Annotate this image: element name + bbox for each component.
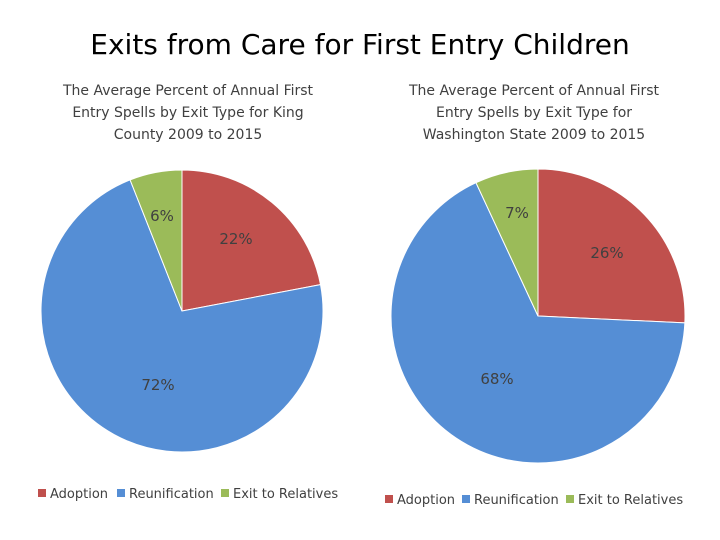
data-label: 6% <box>150 207 174 225</box>
data-label: 7% <box>505 204 529 222</box>
legend-swatch <box>117 489 125 497</box>
data-label: 68% <box>480 370 513 388</box>
right-chart-title: The Average Percent of Annual First Entr… <box>384 80 684 146</box>
title-line: Washington State 2009 to 2015 <box>422 127 646 143</box>
title-line: Entry Spells by Exit Type for King <box>72 105 304 121</box>
pie-slice-exit-to-relatives <box>129 169 183 312</box>
legend-label: Exit to Relatives <box>233 487 338 502</box>
pie-slice-adoption <box>537 168 686 324</box>
data-label: 72% <box>141 376 174 394</box>
pie-slice-reunification <box>40 179 324 453</box>
legend-swatch <box>566 495 574 503</box>
legend-label: Adoption <box>50 487 108 502</box>
legend-label: Reunification <box>129 487 214 502</box>
legend-swatch <box>385 495 393 503</box>
legend-label: Reunification <box>474 493 559 508</box>
pie-slice-exit-to-relatives <box>475 168 539 317</box>
pie-slice-reunification <box>390 182 686 464</box>
pie-slice-adoption <box>181 169 322 312</box>
left-chart-title: The Average Percent of Annual First Entr… <box>38 80 338 146</box>
legend-swatch <box>38 489 46 497</box>
legend-swatch <box>462 495 470 503</box>
data-label: 22% <box>219 230 252 248</box>
title-line: The Average Percent of Annual First <box>62 83 314 99</box>
legend-label: Adoption <box>397 493 455 508</box>
data-label: 26% <box>590 244 623 262</box>
page-title: Exits from Care for First Entry Children <box>90 28 630 61</box>
legend-swatch <box>221 489 229 497</box>
title-line: The Average Percent of Annual First <box>408 83 660 99</box>
title-line: County 2009 to 2015 <box>113 127 263 143</box>
title-line: Entry Spells by Exit Type for <box>435 105 633 121</box>
legend-label: Exit to Relatives <box>578 493 683 508</box>
